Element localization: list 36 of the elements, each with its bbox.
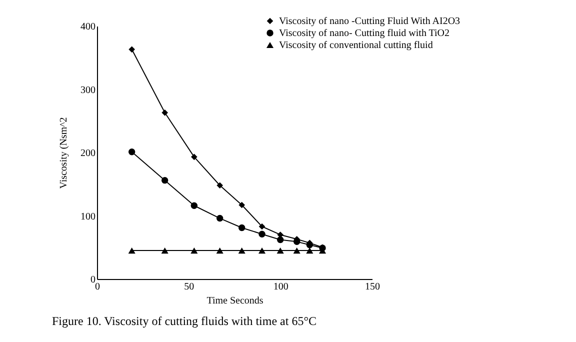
point <box>276 247 284 254</box>
point <box>306 247 314 254</box>
point <box>258 230 266 238</box>
x-tick-label: 50 <box>184 282 194 292</box>
point <box>216 214 224 222</box>
point <box>238 202 245 208</box>
point <box>238 224 246 232</box>
x-tick-label: 100 <box>273 282 288 292</box>
y-tick-label: 200 <box>80 148 96 159</box>
legend-label: Viscosity of nano- Cutting fluid with TiO2 <box>279 28 450 39</box>
y-tick-label: 300 <box>80 84 96 96</box>
y-tick-label: 0 <box>90 274 96 286</box>
point <box>190 247 198 254</box>
point <box>162 109 168 116</box>
legend-label: Viscosity of conventional cutting fluid <box>279 40 433 51</box>
point <box>128 148 136 156</box>
point <box>161 176 168 184</box>
x-axis-title: Time Seconds <box>206 296 264 306</box>
point <box>216 182 223 189</box>
point <box>191 154 198 160</box>
point <box>293 247 300 254</box>
legend-label: Viscosity of nano -Cutting Fluid With AI2O3 <box>279 16 460 27</box>
point <box>128 247 136 254</box>
point <box>238 247 246 254</box>
point <box>216 247 224 254</box>
x-tick-label: 150 <box>365 282 380 292</box>
caption: Figure 10. Viscosity of cutting fluids with time at 65°C <box>52 314 317 329</box>
point <box>258 247 266 254</box>
point <box>190 202 198 209</box>
point <box>276 236 284 244</box>
point <box>128 46 135 53</box>
y-tick-label: 100 <box>80 211 96 222</box>
y-axis-title: Viscosity (Nsm^2 <box>58 117 70 189</box>
y-tick-label: 400 <box>80 22 96 32</box>
point <box>258 223 266 230</box>
point <box>161 247 168 254</box>
